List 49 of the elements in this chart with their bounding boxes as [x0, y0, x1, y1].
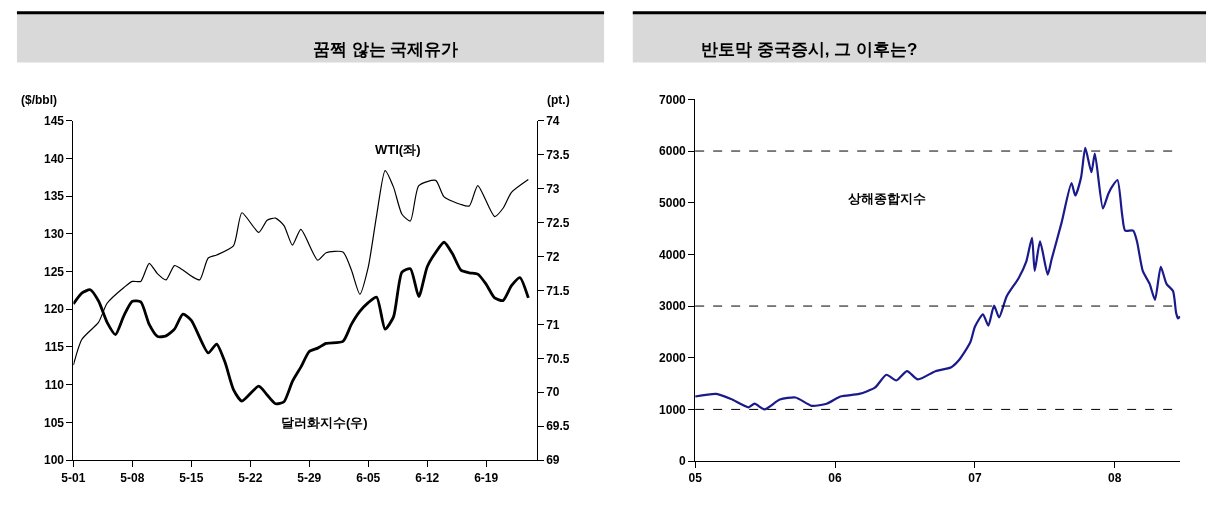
y-tick-label: 110 [44, 377, 65, 392]
y-tick-label: 7000 [659, 92, 687, 107]
x-tick-label: 05 [688, 471, 703, 486]
y-tick-label: 125 [43, 264, 65, 279]
y-tick-label: 100 [43, 453, 65, 468]
line-series [695, 146, 1181, 411]
chart-title: 반토막 중국증시, 그 이후는? [701, 40, 918, 59]
y2-tick-label: 71 [546, 317, 560, 332]
x-tick-label: 6-12 [415, 470, 440, 485]
x-tick-label: 5-08 [120, 470, 145, 485]
y2-tick-label: 74 [546, 113, 560, 128]
x-tick-label: 08 [1108, 471, 1122, 486]
y2-tick-label: 73 [546, 181, 560, 196]
y-tick-label: 4000 [659, 247, 687, 262]
y2-tick-label: 69 [546, 453, 560, 468]
y2-tick-label: 70.5 [546, 351, 570, 366]
series-label: WTI(좌) [375, 142, 421, 157]
y-tick-label: 105 [43, 415, 65, 430]
y-tick-label: 145 [43, 113, 65, 128]
x-tick-label: 5-15 [179, 470, 204, 485]
y2-tick-label: 69.5 [546, 419, 570, 434]
series-label: 달러화지수(우) [281, 415, 368, 430]
y2-tick-label: 72 [546, 249, 560, 264]
chart-title: 꿈쩍 않는 국제유가 [313, 40, 459, 59]
y-tick-label: 3000 [659, 299, 687, 314]
x-tick-label: 06 [828, 471, 843, 486]
y2-axis-title: (pt.) [547, 93, 570, 107]
x-tick-label: 6-05 [356, 470, 381, 485]
y2-tick-label: 71.5 [546, 283, 570, 298]
x-tick-label: 5-01 [61, 470, 86, 485]
text: 상해종합지수 [848, 191, 926, 206]
y-tick-label: 6000 [659, 144, 687, 159]
y2-tick-label: 70 [546, 385, 560, 400]
y-tick-label: 1000 [659, 402, 687, 417]
y-axis-title: ($/bbl) [21, 93, 57, 107]
y-tick-label: 120 [43, 302, 65, 317]
y-tick-label: 140 [43, 151, 65, 166]
y-tick-label: 135 [43, 189, 65, 204]
y-tick-label: 115 [44, 340, 65, 355]
x-tick-label: 5-29 [297, 470, 322, 485]
y-tick-label: 5000 [659, 195, 687, 210]
y2-tick-label: 72.5 [546, 215, 570, 230]
y-tick-label: 0 [679, 454, 687, 469]
y-tick-label: 130 [43, 227, 65, 242]
x-tick-label: 07 [968, 471, 982, 486]
x-tick-label: 5-22 [238, 470, 263, 485]
y-tick-label: 2000 [659, 350, 687, 365]
y2-tick-label: 73.5 [546, 147, 570, 162]
x-tick-label: 6-19 [474, 470, 499, 485]
